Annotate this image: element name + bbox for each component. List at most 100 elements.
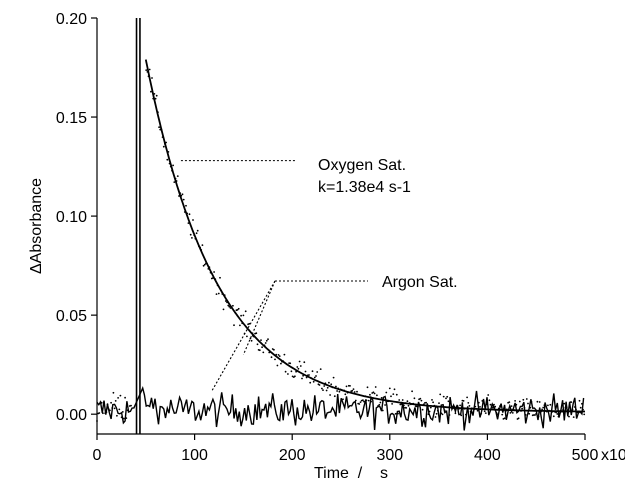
series-oxygen-sat-point <box>273 348 275 351</box>
series-oxygen-sat-point <box>530 401 533 403</box>
series-oxygen-sat-point <box>501 413 504 416</box>
series-oxygen-sat-point <box>403 404 405 407</box>
series-oxygen-sat-point <box>333 395 336 398</box>
series-oxygen-sat-point <box>322 389 324 391</box>
series-oxygen-sat-point <box>448 414 451 416</box>
series-oxygen-sat-point <box>552 415 555 418</box>
oxygen-rate-label: k=1.38e4 s-1 <box>318 179 411 196</box>
series-oxygen-sat-point <box>358 403 361 405</box>
series-oxygen-sat-point <box>112 391 115 394</box>
series-oxygen-sat-point <box>262 351 265 354</box>
series-oxygen-sat-point <box>442 395 445 398</box>
series-oxygen-sat-point <box>393 388 396 391</box>
series-oxygen-sat-point <box>301 377 303 380</box>
series-oxygen-sat-point <box>111 407 114 409</box>
series-oxygen-sat-point <box>462 400 465 402</box>
series-oxygen-sat-point <box>123 417 125 420</box>
series-oxygen-sat-point <box>192 219 194 221</box>
series-oxygen-sat-point <box>535 412 538 415</box>
plot-area <box>96 18 586 434</box>
series-oxygen-sat-point <box>465 413 467 416</box>
series-oxygen-sat-point <box>308 374 310 376</box>
series-oxygen-sat-point <box>575 408 577 411</box>
series-oxygen-sat-point <box>124 396 126 399</box>
series-oxygen-sat-point <box>256 343 259 346</box>
series-oxygen-sat-point <box>255 332 258 335</box>
series-oxygen-sat-point <box>336 390 338 392</box>
series-oxygen-sat-point <box>296 366 299 368</box>
series-oxygen-sat-point <box>277 354 280 356</box>
series-oxygen-sat-point <box>394 412 397 415</box>
series-oxygen-sat-point <box>352 388 355 390</box>
series-oxygen-sat-point <box>413 397 416 400</box>
series-oxygen-sat-point <box>555 411 557 414</box>
series-oxygen-sat-point <box>380 397 383 399</box>
series-oxygen-sat-point <box>119 394 122 397</box>
series-oxygen-sat-point <box>237 307 240 310</box>
series-oxygen-sat-point <box>488 399 491 402</box>
x-tick-label: 300 <box>376 447 403 464</box>
series-oxygen-sat-point <box>459 404 461 407</box>
series-oxygen-sat-point <box>369 393 371 396</box>
series-oxygen-sat-point <box>303 361 306 364</box>
series-oxygen-sat-point <box>294 375 296 378</box>
y-tick-label: 0.10 <box>56 209 87 226</box>
series-oxygen-sat-point <box>261 346 263 349</box>
series-oxygen-sat-point <box>270 356 273 359</box>
series-oxygen-sat-point <box>556 413 559 415</box>
series-oxygen-sat-point <box>538 401 541 403</box>
series-oxygen-sat-fit <box>144 59 585 413</box>
series-oxygen-sat-point <box>109 409 111 412</box>
y-tick-label: 0.15 <box>56 110 87 127</box>
series-oxygen-sat-point <box>299 365 302 367</box>
series-oxygen-sat-point <box>217 292 220 295</box>
series-oxygen-sat-point <box>188 213 191 216</box>
series-oxygen-sat-point <box>323 385 326 387</box>
series-oxygen-sat-point <box>536 400 539 403</box>
series-oxygen-sat-point <box>572 416 575 418</box>
x-tick-label: 200 <box>279 447 306 464</box>
series-oxygen-sat-point <box>573 406 576 408</box>
series-oxygen-sat-point <box>195 232 198 235</box>
x-tick-label: 0 <box>93 447 102 464</box>
series-oxygen-sat-point <box>150 90 152 93</box>
series-oxygen-sat-point <box>302 374 304 377</box>
series-oxygen-sat-point <box>233 324 235 327</box>
series-oxygen-sat-point <box>342 398 344 401</box>
series-oxygen-sat-point <box>391 403 393 405</box>
series-oxygen-sat-point <box>260 339 262 341</box>
series-oxygen-sat-point <box>468 405 471 407</box>
series-oxygen-sat-point <box>321 387 323 390</box>
series-oxygen-sat-point <box>244 310 247 313</box>
series-oxygen-sat-point <box>392 393 395 395</box>
series-oxygen-sat-point <box>222 308 225 311</box>
series-oxygen-sat-point <box>445 397 447 400</box>
series-oxygen-sat-point <box>378 403 381 406</box>
series-oxygen-sat-point <box>242 314 245 317</box>
series-oxygen-sat-point <box>338 390 341 393</box>
y-ticks: 0.00 0.05 0.10 0.15 0.20 <box>56 11 97 424</box>
series-oxygen-sat-point <box>521 407 523 410</box>
series-oxygen-sat-point <box>557 415 560 418</box>
series-oxygen-sat-point <box>429 406 432 409</box>
series-oxygen-sat-point <box>500 403 502 406</box>
series-oxygen-sat-point <box>568 415 570 418</box>
series-oxygen-sat-point <box>185 204 187 207</box>
series-oxygen-sat-point <box>443 409 446 412</box>
series-oxygen-sat-point <box>395 393 398 396</box>
x-axis-title: Time / s <box>314 465 388 482</box>
series-oxygen-sat-point <box>583 413 586 416</box>
series-oxygen-sat-point <box>329 394 331 396</box>
series-oxygen-sat-point <box>181 193 184 196</box>
series-oxygen-sat-point <box>274 358 276 361</box>
series-oxygen-sat-point <box>484 412 487 414</box>
series-oxygen-sat-point <box>349 385 351 387</box>
series-oxygen-sat-point <box>419 397 422 400</box>
y-axis-title: ΔAbsorbance <box>28 178 45 274</box>
argon-leader-branch-b <box>242 280 276 355</box>
series-oxygen-sat-point <box>482 400 485 403</box>
series-oxygen-sat-point <box>381 409 384 412</box>
series-oxygen-sat-point <box>558 412 561 415</box>
series-oxygen-sat-point <box>154 97 157 100</box>
series-oxygen-sat-point <box>480 412 483 415</box>
